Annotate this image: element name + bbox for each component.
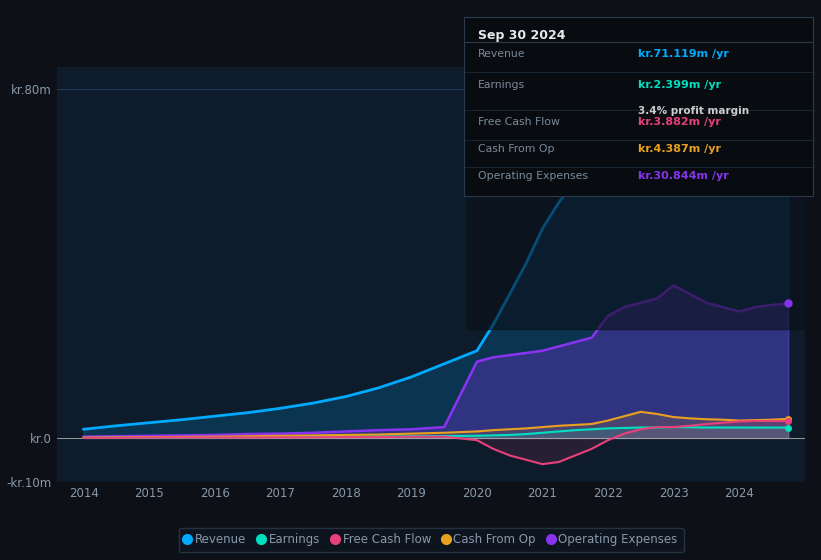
Text: Cash From Op: Cash From Op	[478, 144, 554, 154]
Bar	[467, 67, 805, 329]
Text: Sep 30 2024: Sep 30 2024	[478, 29, 566, 43]
Legend: Revenue, Earnings, Free Cash Flow, Cash From Op, Operating Expenses: Revenue, Earnings, Free Cash Flow, Cash …	[178, 528, 684, 552]
Text: kr.3.882m /yr: kr.3.882m /yr	[639, 117, 721, 127]
Text: Earnings: Earnings	[478, 80, 525, 90]
Text: Free Cash Flow: Free Cash Flow	[478, 117, 560, 127]
Text: kr.71.119m /yr: kr.71.119m /yr	[639, 49, 729, 59]
Text: kr.2.399m /yr: kr.2.399m /yr	[639, 80, 722, 90]
Text: 3.4% profit margin: 3.4% profit margin	[639, 106, 750, 116]
Text: kr.4.387m /yr: kr.4.387m /yr	[639, 144, 722, 154]
Text: Operating Expenses: Operating Expenses	[478, 171, 588, 181]
Text: Revenue: Revenue	[478, 49, 525, 59]
Text: kr.30.844m /yr: kr.30.844m /yr	[639, 171, 729, 181]
